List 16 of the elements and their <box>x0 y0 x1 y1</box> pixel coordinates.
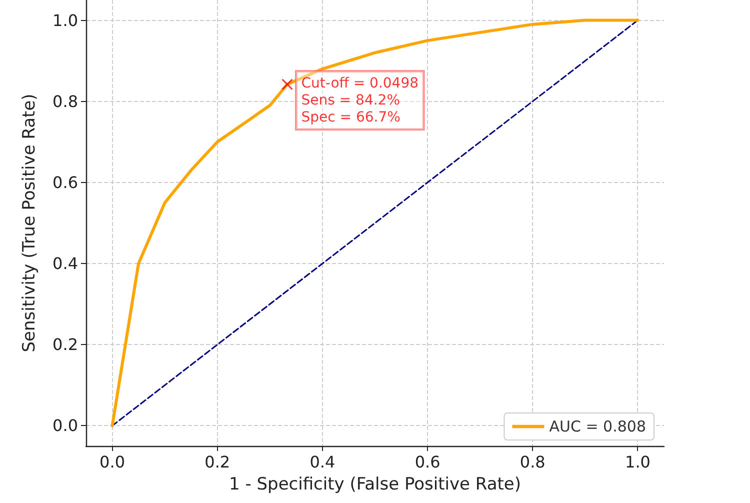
x-tick-label: 0.6 <box>414 452 440 472</box>
x-tick-label: 0.2 <box>204 452 230 472</box>
y-tick-label: 0.2 <box>52 335 78 354</box>
y-tick-label: 1.0 <box>52 10 78 30</box>
y-tick-label: 0.8 <box>52 92 78 111</box>
x-axis-title: 1 - Specificity (False Positive Rate) <box>228 474 522 494</box>
y-axis-title: Sensitivity (True Positive Rate) <box>20 94 40 352</box>
y-tick-label: 0.0 <box>52 416 78 436</box>
x-tick-label: 1.0 <box>625 452 650 472</box>
x-tick-label: 0.8 <box>520 452 546 472</box>
annotation: Cut-off = 0.0498 Sens = 84.2% Spec = 66.7% <box>301 75 419 126</box>
y-tick-label: 0.4 <box>52 254 78 274</box>
x-tick-label: 0.4 <box>310 452 336 472</box>
legend-label: AUC = 0.808 <box>549 418 646 436</box>
x-tick-label: 0.0 <box>100 452 125 472</box>
y-tick-label: 0.6 <box>52 172 78 192</box>
